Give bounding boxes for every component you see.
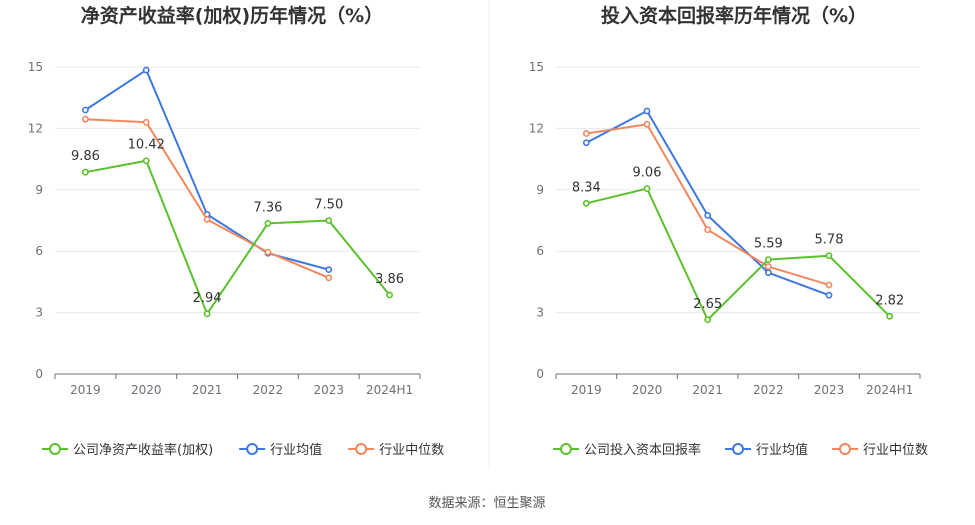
- y-tick-label: 9: [536, 183, 544, 197]
- legend-label: 行业均值: [756, 442, 808, 458]
- x-tick-label: 2023: [313, 383, 344, 397]
- industry_median-data-point[interactable]: [764, 263, 772, 270]
- x-tick-label: 2024H1: [366, 383, 413, 397]
- industry_avg-data-point[interactable]: [764, 269, 772, 277]
- y-tick-label: 9: [35, 183, 43, 197]
- legend-item-company[interactable]: 公司净资产收益率(加权): [42, 442, 213, 458]
- x-tick-label: 2020: [131, 383, 162, 397]
- legend-item-industry_avg[interactable]: 行业均值: [239, 442, 322, 458]
- data-label: 2.65: [693, 297, 722, 312]
- industry_median-data-point[interactable]: [82, 115, 89, 123]
- data-label: 10.42: [128, 138, 165, 153]
- company-series-line: [586, 187, 891, 321]
- industry_avg-data-point[interactable]: [643, 107, 651, 115]
- company-series-line: [85, 159, 391, 315]
- industry_median-series-line: [85, 118, 330, 279]
- legend-label: 行业均值: [270, 442, 322, 458]
- industry_median-data-point[interactable]: [582, 130, 590, 137]
- company-data-point[interactable]: [325, 217, 333, 224]
- data-label: 7.50: [314, 198, 343, 213]
- x-tick-label: 2022: [753, 383, 784, 397]
- data-label: 2.94: [193, 291, 222, 306]
- data-label: 9.86: [71, 149, 100, 164]
- industry_median-data-point[interactable]: [643, 120, 651, 128]
- x-tick-label: 2024H1: [866, 383, 913, 397]
- y-tick-label: 12: [28, 121, 43, 135]
- legend-label: 公司净资产收益率(加权): [73, 442, 213, 458]
- data-label: 7.36: [253, 200, 282, 215]
- legend-marker: [560, 443, 572, 455]
- industry_avg-series-line: [585, 110, 830, 297]
- industry_avg-data-point[interactable]: [325, 266, 333, 274]
- company-data-point[interactable]: [764, 256, 772, 263]
- company-data-point[interactable]: [203, 310, 211, 318]
- x-tick-label: 2021: [692, 383, 723, 397]
- company-data-point[interactable]: [142, 157, 150, 165]
- company-data-point[interactable]: [582, 199, 590, 207]
- industry_avg-data-point[interactable]: [582, 139, 590, 147]
- company-data-point[interactable]: [82, 168, 89, 176]
- company-data-point[interactable]: [643, 185, 651, 192]
- industry_avg-data-point[interactable]: [142, 66, 150, 74]
- roic-chart-panel: 投入资本回报率历年情况（%） 0 3 6 9 12 15 2019 2020 2021 2022 20…: [529, 4, 928, 458]
- industry_median-data-point[interactable]: [704, 226, 712, 234]
- company-data-point[interactable]: [825, 252, 833, 260]
- y-tick-label: 12: [529, 121, 544, 135]
- y-tick-label: 6: [35, 244, 43, 258]
- data-label: 5.78: [815, 233, 844, 248]
- data-label: 8.34: [572, 180, 601, 195]
- legend-marker: [355, 443, 368, 455]
- x-tick-label: 2023: [814, 383, 845, 397]
- industry_avg-series-line: [84, 69, 330, 271]
- industry_median-data-point[interactable]: [825, 281, 833, 289]
- y-tick-label: 15: [28, 60, 43, 74]
- company-data-point[interactable]: [386, 291, 393, 299]
- y-tick-label: 3: [35, 306, 43, 320]
- y-tick-label: 15: [529, 60, 544, 74]
- roe-chart-panel: 净资产收益率(加权)历年情况（%） 0 3 6 9 12 15 2019 2020 2021 202…: [28, 4, 444, 458]
- legend-item-industry_median[interactable]: 行业中位数: [832, 443, 928, 458]
- legend-label: 行业中位数: [863, 443, 928, 458]
- chart-title: 净资产收益率(加权)历年情况（%）: [81, 4, 383, 27]
- company-data-point[interactable]: [886, 312, 894, 320]
- industry_median-data-point[interactable]: [142, 118, 150, 126]
- source-note: 数据来源：恒生聚源: [428, 496, 545, 511]
- x-tick-label: 2020: [632, 383, 663, 397]
- industry_avg-data-point[interactable]: [82, 106, 89, 114]
- legend-label: 行业中位数: [379, 443, 444, 458]
- industry_median-data-point[interactable]: [325, 274, 333, 282]
- legend-item-company[interactable]: 公司投入资本回报率: [553, 442, 701, 458]
- legend-marker: [246, 443, 259, 455]
- chart-title: 投入资本回报率历年情况（%）: [601, 4, 867, 27]
- y-tick-label: 0: [536, 367, 544, 381]
- industry_avg-data-point[interactable]: [825, 291, 833, 299]
- industry_median-series-line: [586, 123, 830, 286]
- y-tick-label: 6: [536, 244, 544, 258]
- legend-item-industry_avg[interactable]: 行业均值: [725, 442, 808, 458]
- legend-label: 公司投入资本回报率: [584, 442, 701, 458]
- industry_avg-data-point[interactable]: [704, 211, 712, 219]
- x-tick-label: 2022: [253, 383, 284, 397]
- company-data-point[interactable]: [264, 219, 272, 227]
- y-tick-label: 3: [536, 306, 544, 320]
- industry_median-data-point[interactable]: [264, 248, 272, 256]
- legend-item-industry_median[interactable]: 行业中位数: [348, 443, 444, 458]
- legend-marker: [732, 443, 745, 455]
- y-tick-label: 0: [35, 367, 43, 381]
- legend-marker: [839, 443, 852, 455]
- company-data-point[interactable]: [704, 316, 712, 324]
- data-label: 9.06: [633, 166, 662, 181]
- data-label: 3.86: [375, 272, 404, 287]
- x-tick-label: 2019: [70, 383, 101, 397]
- x-tick-label: 2019: [571, 383, 602, 397]
- industry_median-data-point[interactable]: [203, 216, 211, 223]
- legend-marker: [49, 443, 61, 455]
- data-label: 2.82: [875, 293, 904, 308]
- x-tick-label: 2021: [192, 383, 223, 397]
- data-label: 5.59: [754, 237, 783, 252]
